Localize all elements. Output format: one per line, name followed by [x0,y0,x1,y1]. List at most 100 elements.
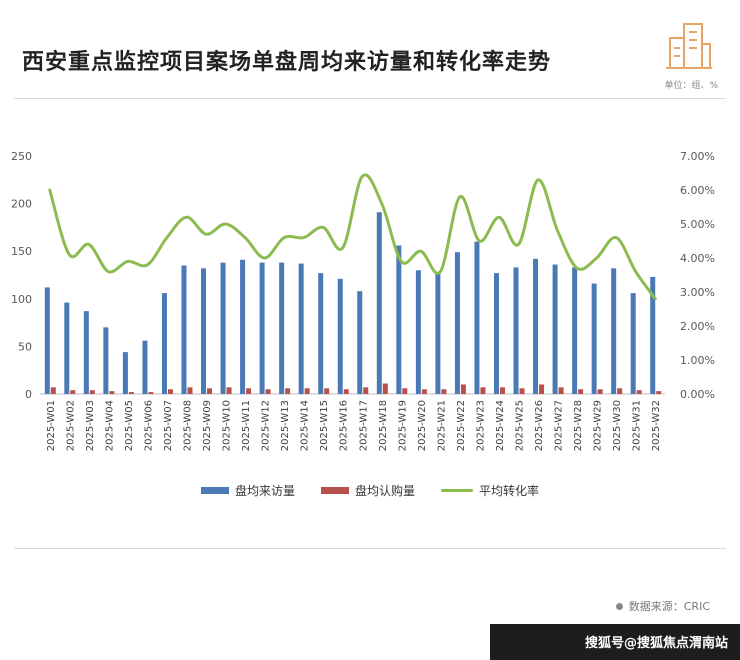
x-tick-label: 2025-W27 [554,400,565,451]
y-right-tick-label: 2.00% [680,320,715,333]
bar-subscribe [70,390,76,394]
bar-subscribe [128,392,134,394]
bar-subscribe [324,388,330,394]
bar-visits [259,262,265,394]
y-left-tick-label: 0 [25,388,32,401]
bar-visits [64,302,70,394]
bar-subscribe [656,391,662,394]
x-tick-label: 2025-W19 [397,400,408,451]
bar-visits [337,278,343,394]
building-logo-icon [666,23,712,69]
x-tick-label: 2025-W04 [104,400,115,451]
y-left-tick-label: 50 [18,340,32,353]
x-tick-label: 2025-W03 [85,400,96,451]
bar-visits [474,241,480,394]
bar-visits [376,212,382,394]
x-tick-label: 2025-W07 [163,400,174,451]
bar-visits [122,352,128,394]
x-tick-label: 2025-W16 [339,400,350,451]
bar-visits [396,245,402,394]
x-tick-label: 2025-W21 [436,400,447,451]
bar-subscribe [597,389,603,394]
chart-title: 西安重点监控项目案场单盘周均来访量和转化率走势 [22,50,552,75]
bar-visits [611,268,617,394]
bar-subscribe [187,387,193,394]
bar-subscribe [480,387,486,394]
bar-subscribe [167,389,173,394]
source-bullet-icon [615,602,623,610]
bar-subscribe [636,390,642,394]
bar-visits [630,293,636,394]
bar-visits [513,267,519,394]
bar-subscribe [148,392,154,394]
y-right-tick-label: 5.00% [680,218,715,231]
x-tick-label: 2025-W02 [65,400,76,451]
x-tick-label: 2025-W12 [261,400,272,451]
x-tick-label: 2025-W22 [456,400,467,451]
x-tick-label: 2025-W18 [378,400,389,451]
y-right-tick-label: 7.00% [680,150,715,163]
rate-line [48,173,657,301]
data-source: 数据来源：CRIC [615,598,710,614]
bar-subscribe [578,389,584,394]
x-tick-label: 2025-W26 [534,400,545,451]
unit-label: 单位：组、% [664,81,718,91]
bottom-divider [14,548,726,549]
bar-visits [181,265,187,394]
y-left-tick-label: 100 [11,293,32,306]
legend-label-rate: 平均转化率 [479,484,540,498]
y-right-tick-label: 1.00% [680,354,715,367]
bar-visits [44,287,50,394]
bar-visits [435,272,441,394]
y-left-tick-label: 250 [11,150,32,163]
footer-text: 搜狐号@搜狐焦点渭南站 [584,636,728,651]
source-text: 数据来源：CRIC [628,600,710,613]
x-tick-label: 2025-W30 [612,400,623,451]
bar-visits [298,263,304,394]
bar-visits [103,327,109,394]
legend-label-visits: 盘均来访量 [234,484,295,498]
y-left-tick-label: 200 [11,198,32,211]
bar-subscribe [460,384,466,394]
y-right-tick-label: 0.00% [680,388,715,401]
bar-subscribe [109,391,115,394]
bar-visits [83,311,89,394]
x-tick-label: 2025-W15 [319,400,330,451]
bar-subscribe [617,388,623,394]
bar-subscribe [207,388,213,394]
x-tick-label: 2025-W13 [280,400,291,451]
chart-legend: 盘均来访量 盘均认购量 平均转化率 [0,482,740,499]
legend-item-rate: 平均转化率 [441,482,539,499]
bar-visits [279,262,285,394]
bar-visits [201,268,207,394]
bar-subscribe [89,390,95,394]
x-tick-label: 2025-W31 [632,400,643,451]
bar-visits [357,291,363,394]
bar-subscribe [50,387,56,394]
bar-subscribe [226,387,232,394]
x-tick-label: 2025-W09 [202,400,213,451]
legend-swatch-subscribe [320,487,349,494]
x-tick-label: 2025-W29 [593,400,604,451]
bar-subscribe [265,389,271,394]
bar-visits [650,276,656,394]
legend-item-visits: 盘均来访量 [200,482,295,499]
bar-subscribe [519,388,525,394]
bar-subscribe [558,387,564,394]
bar-visits [142,340,148,394]
bar-subscribe [246,388,252,394]
y-right-tick-label: 4.00% [680,252,715,265]
x-tick-label: 2025-W01 [46,400,57,451]
bar-visits [572,267,578,394]
bar-subscribe [304,388,310,394]
bar-visits [318,273,324,394]
chart-svg: 0 50 100 150 200 250 0.00% 1.00% 2.00% 3.00% 4.00%… [11,150,715,451]
bar-subscribe [499,387,505,394]
bar-subscribe [421,389,427,394]
x-tick-label: 2025-W14 [300,400,311,451]
legend-item-subscribe: 盘均认购量 [320,482,415,499]
legend-swatch-visits [200,487,229,494]
bar-subscribe [285,388,291,394]
x-tick-label: 2025-W06 [143,400,154,451]
x-tick-label: 2025-W08 [182,400,193,451]
